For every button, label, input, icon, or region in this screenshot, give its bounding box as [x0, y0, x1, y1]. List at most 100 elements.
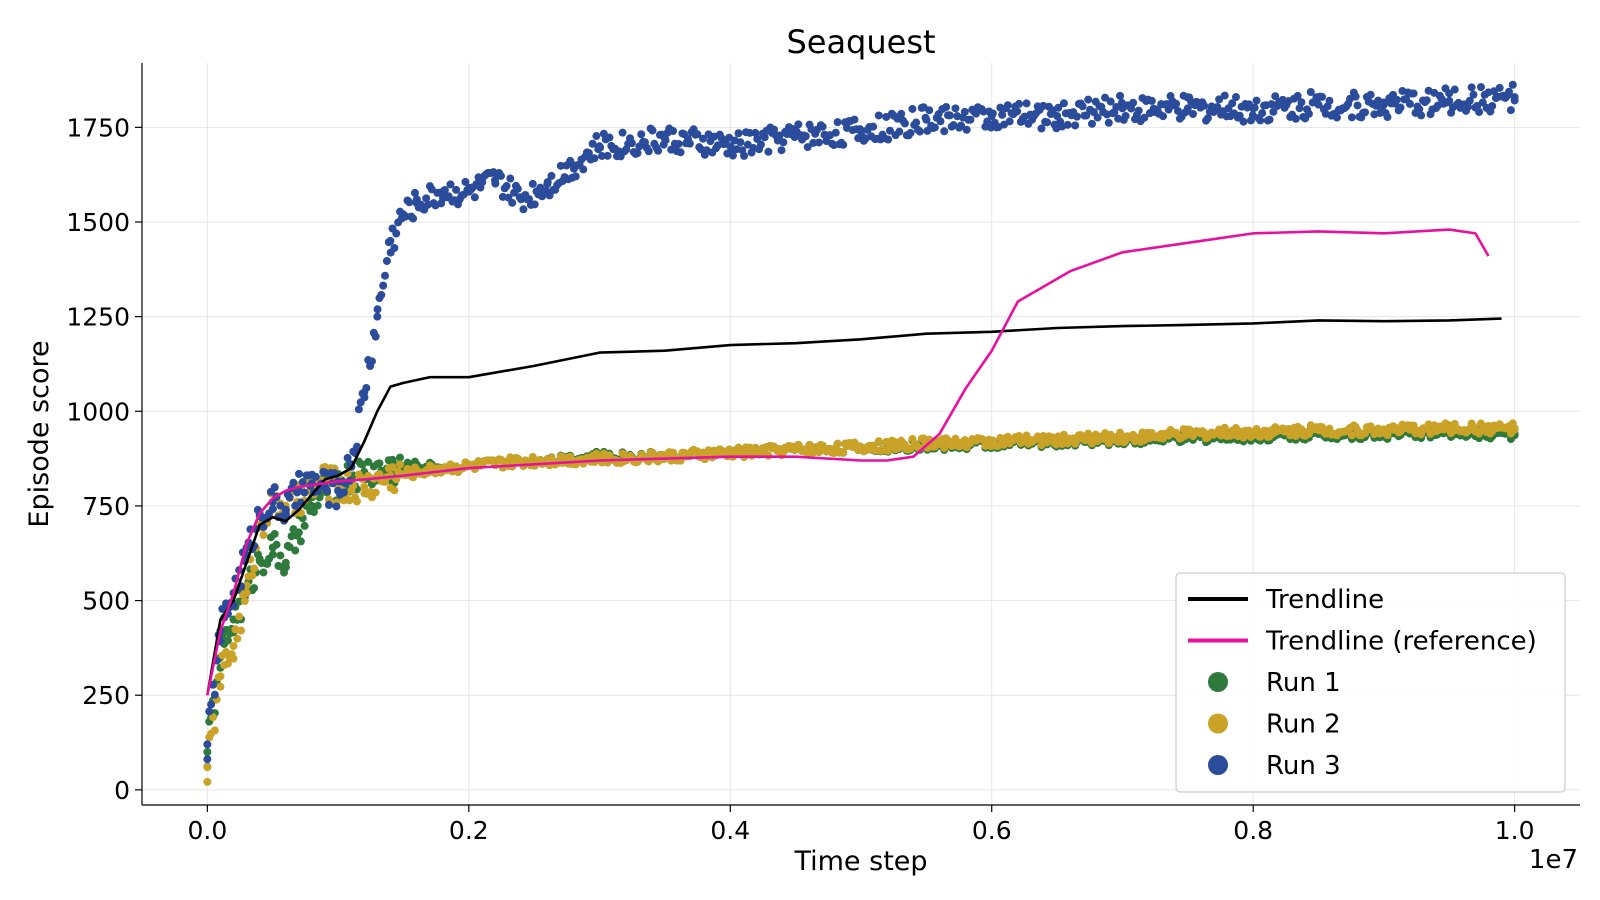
data-point-fill — [375, 459, 384, 468]
data-point-fill — [885, 126, 894, 135]
data-point-fill — [354, 405, 363, 414]
data-point-fill — [1475, 107, 1484, 116]
x-tick-label: 0.6 — [972, 816, 1012, 845]
data-point-fill — [1467, 83, 1476, 92]
data-point-fill — [1506, 106, 1515, 115]
data-point-fill — [1140, 113, 1149, 122]
data-point-fill — [596, 143, 605, 152]
data-point-fill — [496, 171, 505, 180]
y-tick-label: 1750 — [66, 113, 130, 142]
data-point-fill — [936, 117, 945, 126]
data-point-fill — [1347, 113, 1356, 122]
data-point-fill — [584, 149, 593, 158]
data-point-fill — [801, 132, 810, 141]
axes — [141, 63, 1580, 806]
data-point-fill — [276, 551, 285, 560]
data-point-fill — [1252, 96, 1261, 105]
data-point-fill — [295, 469, 304, 478]
data-point-fill — [1469, 90, 1478, 99]
series-run-3 — [203, 80, 1519, 764]
data-point-fill — [395, 460, 404, 469]
data-point-fill — [382, 257, 391, 266]
legend-swatch — [1208, 672, 1228, 692]
data-point-fill — [1121, 111, 1130, 120]
legend-swatch — [1208, 713, 1228, 734]
data-point-fill — [1084, 95, 1093, 104]
data-point-fill — [452, 185, 461, 194]
data-point-fill — [1465, 96, 1474, 105]
data-point-fill — [216, 682, 225, 691]
legend-item-run-2: Run 2 — [1208, 710, 1341, 740]
data-point-fill — [205, 707, 214, 716]
y-ticks: 0 250 500 750 1000 1250 1500 1750 — [66, 113, 142, 805]
data-point-fill — [1231, 93, 1240, 102]
legend-label: Trendline (reference) — [1265, 627, 1537, 657]
x-tick-label: 0.8 — [1233, 816, 1273, 845]
data-point-fill — [293, 488, 302, 497]
data-point-fill — [508, 198, 517, 207]
data-point-fill — [253, 550, 262, 559]
data-point-fill — [323, 486, 332, 495]
legend-label: Run 2 — [1266, 710, 1341, 740]
data-point — [360, 483, 369, 491]
data-point-fill — [831, 128, 840, 137]
data-point-fill — [388, 463, 397, 472]
series-line — [206, 228, 1490, 696]
data-point-fill — [951, 104, 960, 113]
data-point-fill — [268, 550, 277, 559]
data-point-fill — [1495, 83, 1504, 92]
data-point-fill — [897, 109, 906, 118]
data-point-fill — [895, 127, 904, 136]
data-point-fill — [1293, 91, 1302, 100]
legend-swatch — [1208, 755, 1228, 775]
data-point-fill — [930, 123, 939, 132]
data-point-fill — [777, 146, 786, 155]
legend-item-run-1: Run 1 — [1208, 668, 1341, 698]
data-point-fill — [506, 174, 515, 183]
data-point-fill — [313, 501, 322, 510]
data-point-fill — [590, 154, 599, 163]
data-point-fill — [238, 590, 247, 599]
data-point-fill — [214, 673, 223, 682]
data-point-fill — [293, 531, 302, 540]
data-point-fill — [395, 453, 404, 462]
data-point-fill — [644, 147, 653, 156]
data-point-fill — [530, 200, 539, 209]
data-point-fill — [983, 117, 992, 126]
data-point-fill — [207, 700, 216, 709]
data-point-fill — [693, 130, 702, 139]
data-point-fill — [1250, 103, 1259, 112]
data-point-fill — [1366, 90, 1375, 99]
data-point-fill — [352, 442, 361, 451]
data-point-fill — [921, 113, 930, 122]
data-point-fill — [1078, 102, 1087, 111]
data-point-fill — [1347, 431, 1356, 440]
data-point-fill — [1422, 96, 1431, 105]
data-point-fill — [210, 690, 219, 699]
data-point-fill — [998, 110, 1007, 119]
data-point-fill — [1396, 103, 1405, 112]
data-point-fill — [405, 198, 414, 207]
data-point-fill — [296, 537, 305, 546]
legend-frame — [1175, 572, 1566, 793]
data-point-fill — [740, 151, 749, 160]
data-point-fill — [270, 483, 279, 492]
x-tick-label: 0.0 — [187, 816, 227, 845]
data-point-fill — [281, 563, 290, 572]
data-point-fill — [925, 106, 934, 115]
data-point-fill — [384, 238, 393, 247]
data-point-fill — [461, 177, 470, 186]
data-point-fill — [1054, 103, 1063, 112]
data-point-fill — [874, 437, 883, 446]
data-point-fill — [1508, 80, 1517, 89]
legend-item-run-3: Run 3 — [1208, 751, 1341, 781]
data-point-fill — [362, 383, 371, 392]
series-line — [206, 317, 1502, 696]
data-point-fill — [1022, 99, 1031, 108]
series-trendline — [206, 317, 1502, 696]
legend-label: Run 3 — [1266, 751, 1341, 781]
data-point-fill — [1291, 114, 1300, 123]
data-point-fill — [1059, 99, 1068, 108]
data-point-fill — [1213, 102, 1222, 111]
